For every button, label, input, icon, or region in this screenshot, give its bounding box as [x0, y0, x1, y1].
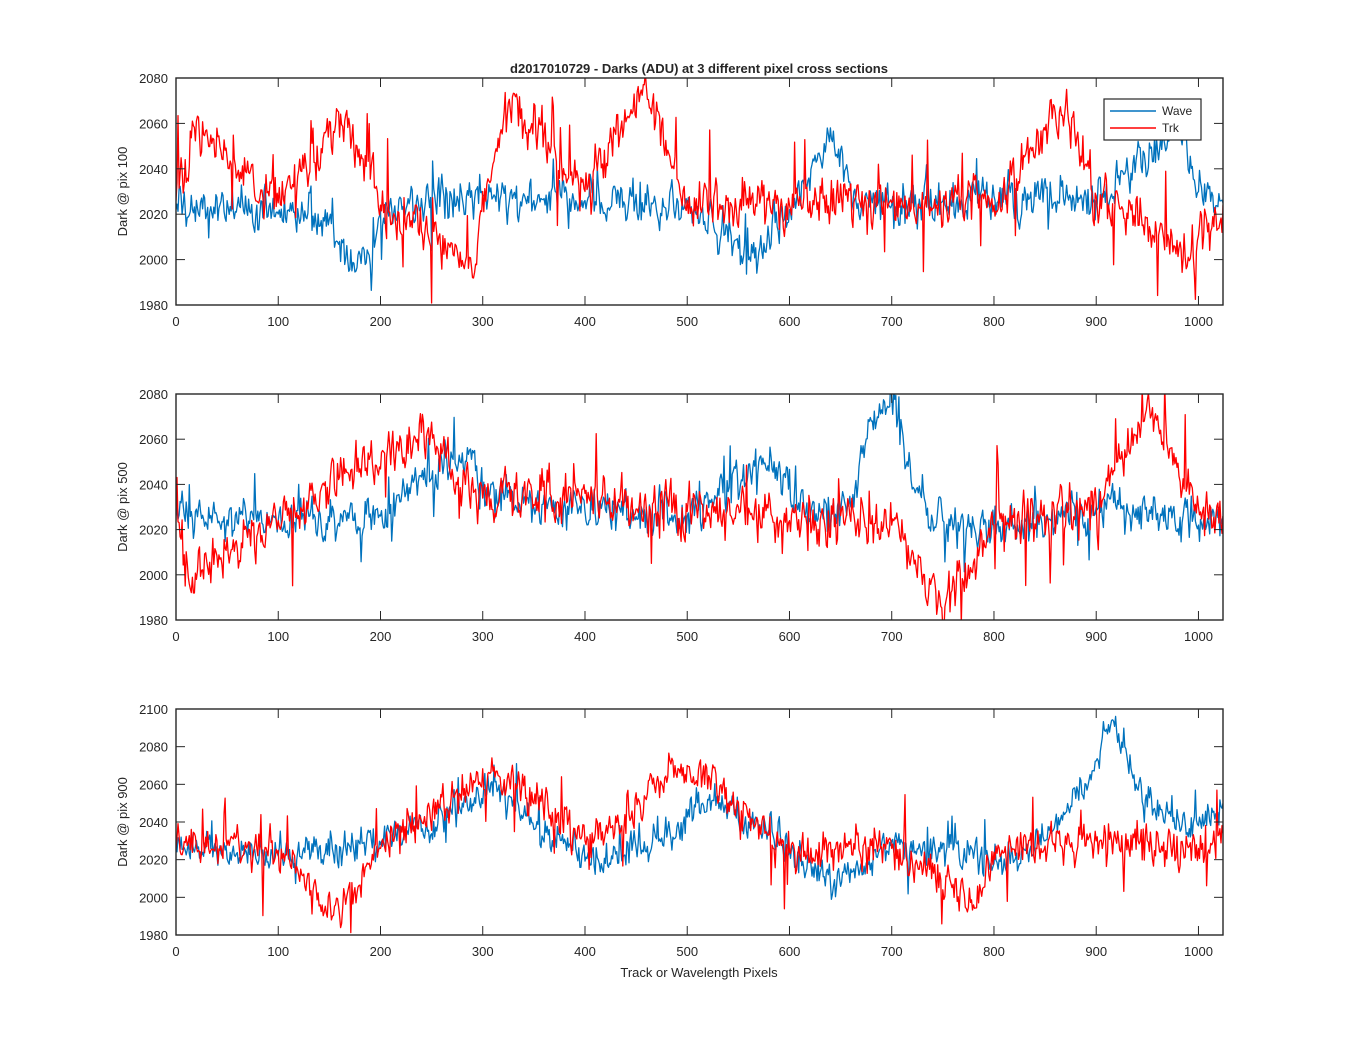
series-line-trk [176, 394, 1223, 620]
y-tick-label: 2080 [139, 387, 168, 402]
x-tick-label: 0 [172, 629, 179, 644]
axes-box [175, 393, 1224, 621]
y-axis-label: Dark @ pix 500 [115, 462, 130, 552]
y-tick-label: 2100 [139, 702, 168, 717]
x-tick-label: 700 [881, 314, 903, 329]
y-tick-label: 2000 [139, 568, 168, 583]
x-tick-label: 800 [983, 629, 1005, 644]
y-tick-label: 1980 [139, 928, 168, 943]
x-tick-label: 500 [676, 314, 698, 329]
x-tick-label: 900 [1085, 314, 1107, 329]
y-tick-label: 2000 [139, 890, 168, 905]
figure-title: d2017010729 - Darks (ADU) at 3 different… [510, 61, 888, 76]
x-tick-label: 1000 [1184, 629, 1213, 644]
x-tick-label: 600 [779, 944, 801, 959]
x-tick-label: 300 [472, 944, 494, 959]
legend: Wave Trk [1103, 98, 1202, 141]
x-tick-label: 1000 [1184, 314, 1213, 329]
x-tick-label: 400 [574, 629, 596, 644]
x-tick-label: 500 [676, 629, 698, 644]
x-tick-label: 0 [172, 944, 179, 959]
x-tick-label: 400 [574, 314, 596, 329]
x-tick-label: 900 [1085, 629, 1107, 644]
panels: 0 100 200 300 400 500 600 700 800 900 100019802000… [115, 71, 1224, 959]
y-tick-label: 2040 [139, 815, 168, 830]
x-tick-label: 800 [983, 944, 1005, 959]
y-tick-label: 2060 [139, 116, 168, 131]
panel-3: 0 100 200 300 400 500 600 700 800 900 1000 1980 2000… [115, 702, 1224, 959]
x-tick-label: 500 [676, 944, 698, 959]
axes-box [175, 77, 1224, 306]
series-line-trk [176, 752, 1223, 934]
y-tick-label: 2000 [139, 253, 168, 268]
y-tick-label: 2060 [139, 777, 168, 792]
x-tick-label: 700 [881, 629, 903, 644]
series-line-trk [176, 78, 1223, 304]
y-tick-label: 2020 [139, 207, 168, 222]
x-tick-label: 200 [370, 314, 392, 329]
y-tick-label: 1980 [139, 298, 168, 313]
y-tick-label: 2040 [139, 162, 168, 177]
x-tick-label: 600 [779, 629, 801, 644]
y-axis-label: Dark @ pix 100 [115, 147, 130, 237]
x-tick-label: 1000 [1184, 944, 1213, 959]
x-tick-label: 400 [574, 944, 596, 959]
x-tick-label: 100 [267, 629, 289, 644]
x-tick-label: 200 [370, 944, 392, 959]
x-tick-label: 900 [1085, 944, 1107, 959]
panel-2: 0 100 200 300 400 500 600 700 800 900 1000 1980 2000… [115, 387, 1224, 644]
x-tick-label: 700 [881, 944, 903, 959]
y-tick-label: 1980 [139, 613, 168, 628]
series-line-wave [176, 715, 1223, 900]
x-tick-label: 100 [267, 944, 289, 959]
series-line-wave [176, 112, 1223, 291]
x-axis-label: Track or Wavelength Pixels [620, 965, 778, 980]
legend-label-wave: Wave [1162, 104, 1193, 118]
y-axis-label: Dark @ pix 900 [115, 777, 130, 867]
y-tick-label: 2020 [139, 853, 168, 868]
y-tick-label: 2040 [139, 477, 168, 492]
panel-1: 0 100 200 300 400 500 600 700 800 900 1000 1980 2000… [115, 71, 1224, 329]
x-tick-label: 300 [472, 629, 494, 644]
y-tick-label: 2020 [139, 523, 168, 538]
y-tick-label: 2080 [139, 740, 168, 755]
x-tick-label: 600 [779, 314, 801, 329]
x-tick-label: 800 [983, 314, 1005, 329]
x-tick-label: 0 [172, 314, 179, 329]
y-tick-label: 2060 [139, 432, 168, 447]
legend-label-trk: Trk [1162, 121, 1180, 135]
x-tick-label: 100 [267, 314, 289, 329]
x-tick-label: 300 [472, 314, 494, 329]
y-tick-label: 2080 [139, 71, 168, 86]
x-tick-label: 200 [370, 629, 392, 644]
legend-box [1103, 98, 1202, 141]
